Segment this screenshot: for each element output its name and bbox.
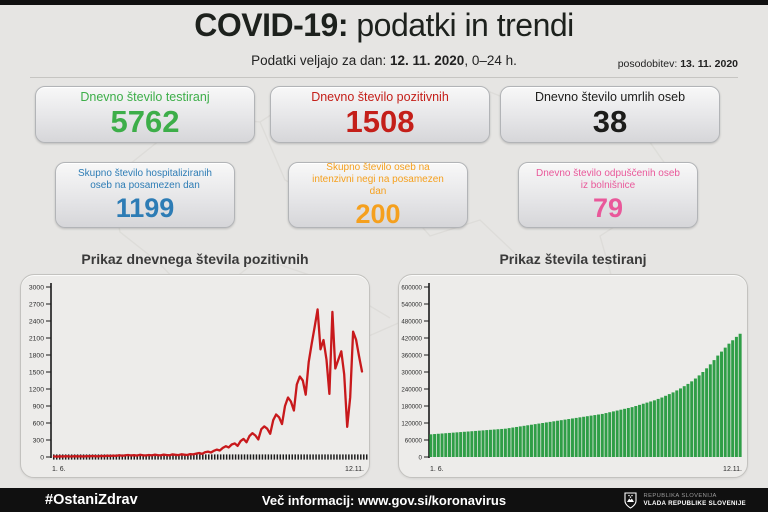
footer-info-url: Več informacij: www.gov.si/koronavirus <box>261 492 507 508</box>
stat-card-value: 1199 <box>115 192 175 223</box>
stat-card-value: 200 <box>355 198 401 229</box>
subtitle: Podatki veljajo za dan: 12. 11. 2020, 0–… <box>0 53 768 68</box>
svg-text:2100: 2100 <box>29 335 44 342</box>
subtitle-suffix: , 0–24 h. <box>464 53 517 68</box>
positives-line-chart: 0 300 600 900 1200 1500 1800 2100 2400 2700 3000 1.… <box>29 283 368 473</box>
svg-text:0: 0 <box>419 454 423 461</box>
gov-logo: REPUBLIKA SLOVENIJA VLADA REPUBLIKE SLOV… <box>624 491 746 509</box>
coat-of-arms-icon <box>624 491 638 509</box>
page-title: COVID-19: podatki in trendi <box>0 7 768 44</box>
svg-text:1. 6.: 1. 6. <box>52 466 66 473</box>
svg-text:1500: 1500 <box>29 369 44 376</box>
stat-card-daily-tests: Dnevno število testiranj 5762 <box>35 86 255 143</box>
stat-card-value: 79 <box>592 192 624 223</box>
tests-bar-chart: 0 60000 120000 180000 240000 300000 360000 4200… <box>401 283 742 473</box>
stat-card-value: 1508 <box>345 104 415 139</box>
svg-text:1. 6.: 1. 6. <box>430 466 444 473</box>
svg-text:1800: 1800 <box>29 352 44 359</box>
svg-text:60000: 60000 <box>405 437 423 444</box>
svg-text:420000: 420000 <box>401 335 422 342</box>
svg-text:300000: 300000 <box>401 369 422 376</box>
stat-card-label: Dnevno število pozitivnih <box>311 90 449 104</box>
top-strip <box>0 0 768 5</box>
stat-card-daily-deaths: Dnevno število umrlih oseb 38 <box>500 86 720 143</box>
chart-panel-positives: 0 300 600 900 1200 1500 1800 2100 2400 2700 3000 1.… <box>20 274 370 478</box>
chart-panel-tests: 0 60000 120000 180000 240000 300000 360000 4200… <box>398 274 748 478</box>
stat-card-daily-positives: Dnevno število pozitivnih 1508 <box>270 86 490 143</box>
svg-text:600: 600 <box>33 420 45 427</box>
gov-line1: REPUBLIKA SLOVENIJA <box>643 493 717 499</box>
svg-text:180000: 180000 <box>401 403 422 410</box>
stat-card-hospitalized: Skupno število hospitaliziranih oseb na … <box>55 162 235 228</box>
chart-title-tests: Prikaz števila testiranj <box>499 251 647 267</box>
stat-card-label: Dnevno število odpuščenih oseb iz bolniš… <box>536 167 680 191</box>
chart-title-positives: Prikaz dnevnega števila pozitivnih <box>81 251 309 267</box>
svg-text:300: 300 <box>33 437 45 444</box>
gov-line2: VLADA REPUBLIKE SLOVENIJE <box>643 500 746 507</box>
stat-card-discharged: Dnevno število odpuščenih oseb iz bolniš… <box>518 162 698 228</box>
svg-text:900: 900 <box>33 403 45 410</box>
stat-card-label: Dnevno število testiranj <box>80 90 210 104</box>
stat-card-icu: Skupno število oseb na intenzivni negi n… <box>288 162 468 228</box>
footer-bar: #OstaniZdrav Več informacij: www.gov.si/… <box>0 488 768 512</box>
svg-text:240000: 240000 <box>401 386 422 393</box>
svg-text:12.11.: 12.11. <box>345 466 364 473</box>
svg-text:120000: 120000 <box>401 420 422 427</box>
update-label: posodobitev: <box>617 58 681 70</box>
stat-card-value: 38 <box>592 104 628 139</box>
svg-text:12.11.: 12.11. <box>723 466 742 473</box>
svg-text:2700: 2700 <box>29 301 44 308</box>
svg-text:1200: 1200 <box>29 386 44 393</box>
stat-card-value: 5762 <box>110 104 180 139</box>
stat-card-label: Skupno število hospitaliziranih oseb na … <box>78 167 212 191</box>
header-divider <box>30 77 738 78</box>
svg-text:2400: 2400 <box>29 318 44 325</box>
stat-card-label: Skupno število oseb na intenzivni negi n… <box>312 161 444 197</box>
svg-text:600000: 600000 <box>401 284 422 291</box>
update-date: 13. 11. 2020 <box>680 58 738 70</box>
page-title-rest: podatki in trendi <box>347 7 574 43</box>
svg-text:0: 0 <box>40 454 44 461</box>
footer-hashtag: #OstaniZdrav <box>45 492 138 508</box>
svg-text:360000: 360000 <box>401 352 422 359</box>
update-info: posodobitev: 13. 11. 2020 <box>618 58 738 70</box>
svg-text:3000: 3000 <box>29 284 44 291</box>
svg-text:480000: 480000 <box>401 318 422 325</box>
stat-card-label: Dnevno število umrlih oseb <box>534 90 686 104</box>
subtitle-prefix: Podatki veljajo za dan: <box>251 53 390 68</box>
svg-text:540000: 540000 <box>401 301 422 308</box>
subtitle-date: 12. 11. 2020 <box>389 53 465 68</box>
page-title-brand: COVID-19: <box>194 7 348 43</box>
